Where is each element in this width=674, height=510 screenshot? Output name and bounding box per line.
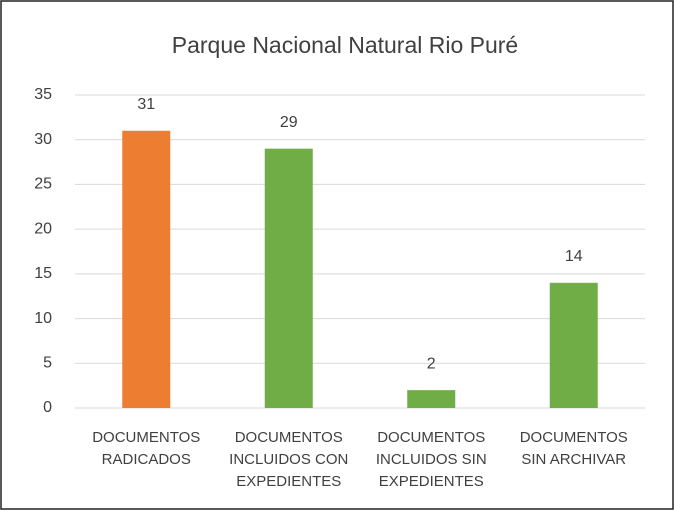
bar (549, 282, 598, 408)
data-label: 31 (137, 96, 155, 113)
y-tick-label: 10 (34, 310, 52, 327)
data-label: 14 (565, 248, 583, 265)
x-tick-label: DOCUMENTOS INCLUIDOS SIN EXPEDIENTES (376, 429, 487, 490)
x-tick-label: DOCUMENTOS INCLUIDOS CON EXPEDIENTES (229, 429, 348, 490)
bar (264, 148, 313, 408)
chart-title: Parque Nacional Natural Rio Puré (172, 32, 518, 58)
y-tick-label: 35 (34, 86, 52, 103)
y-tick-label: 30 (34, 131, 52, 148)
y-tick-label: 0 (43, 399, 52, 416)
data-label: 2 (427, 355, 436, 372)
y-tick-label: 20 (34, 220, 52, 237)
y-tick-label: 5 (43, 355, 52, 372)
bar (407, 390, 456, 408)
data-label: 29 (280, 114, 298, 131)
y-tick-label: 25 (34, 176, 52, 193)
bar (122, 130, 171, 408)
y-tick-label: 15 (34, 265, 52, 282)
x-tick-label: DOCUMENTOS SIN ARCHIVAR (520, 429, 628, 468)
x-tick-label: DOCUMENTOS RADICADOS (92, 429, 200, 468)
